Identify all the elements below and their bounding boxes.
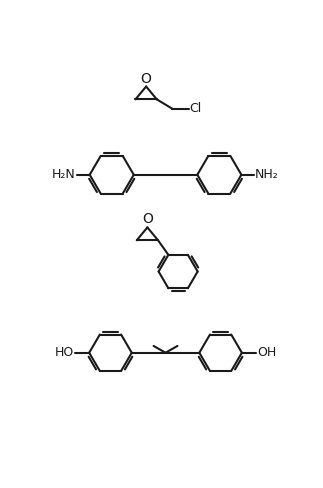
Text: HO: HO [55, 346, 74, 359]
Text: O: O [142, 212, 153, 226]
Text: Cl: Cl [190, 102, 202, 115]
Text: H₂N: H₂N [52, 168, 76, 181]
Text: OH: OH [257, 346, 276, 359]
Text: O: O [141, 72, 151, 85]
Text: NH₂: NH₂ [255, 168, 279, 181]
